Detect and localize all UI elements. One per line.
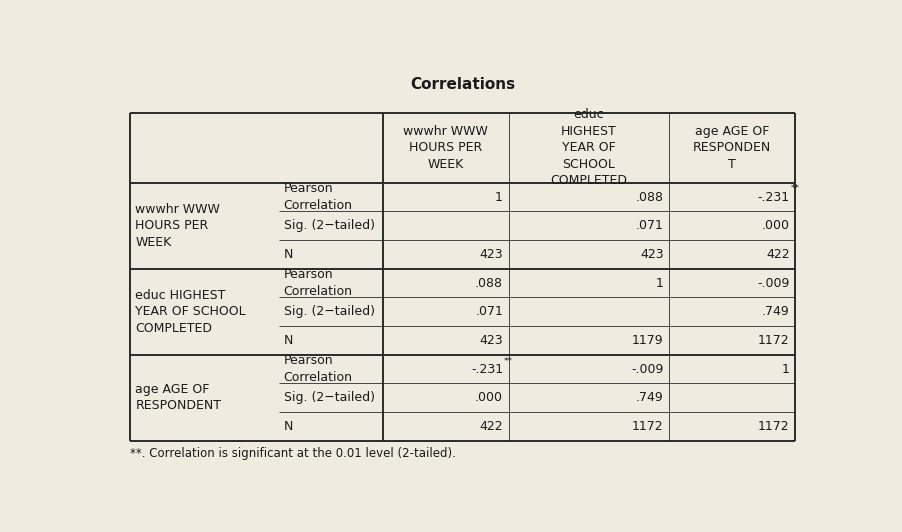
Text: .071: .071 xyxy=(635,219,663,232)
Text: Correlations: Correlations xyxy=(410,77,515,92)
Text: .000: .000 xyxy=(474,391,502,404)
Text: Pearson
Correlation: Pearson Correlation xyxy=(283,182,352,212)
Text: .000: .000 xyxy=(760,219,788,232)
Text: N: N xyxy=(283,420,292,433)
Text: .088: .088 xyxy=(474,277,502,289)
Text: .749: .749 xyxy=(761,305,788,318)
Text: wwwhr WWW
HOURS PER
WEEK: wwwhr WWW HOURS PER WEEK xyxy=(402,125,487,171)
Text: 423: 423 xyxy=(640,248,663,261)
Text: 423: 423 xyxy=(479,334,502,347)
Text: -.231: -.231 xyxy=(471,362,502,376)
Text: age AGE OF
RESPONDEN
T: age AGE OF RESPONDEN T xyxy=(692,125,770,171)
Text: educ HIGHEST
YEAR OF SCHOOL
COMPLETED: educ HIGHEST YEAR OF SCHOOL COMPLETED xyxy=(135,289,245,335)
Text: **: ** xyxy=(789,185,798,194)
Text: .749: .749 xyxy=(635,391,663,404)
Text: **: ** xyxy=(503,356,512,365)
Text: 1172: 1172 xyxy=(631,420,663,433)
Text: 1172: 1172 xyxy=(757,420,788,433)
Text: -.009: -.009 xyxy=(757,277,788,289)
Text: **. Correlation is significant at the 0.01 level (2-tailed).: **. Correlation is significant at the 0.… xyxy=(130,447,456,460)
Text: 1: 1 xyxy=(781,362,788,376)
Text: N: N xyxy=(283,248,292,261)
Text: 1172: 1172 xyxy=(757,334,788,347)
Text: 423: 423 xyxy=(479,248,502,261)
Text: 1: 1 xyxy=(494,190,502,204)
Text: Sig. (2−tailed): Sig. (2−tailed) xyxy=(283,305,374,318)
Text: wwwhr WWW
HOURS PER
WEEK: wwwhr WWW HOURS PER WEEK xyxy=(135,203,220,248)
Text: 422: 422 xyxy=(479,420,502,433)
Text: Sig. (2−tailed): Sig. (2−tailed) xyxy=(283,219,374,232)
Text: -.231: -.231 xyxy=(757,190,788,204)
Text: educ
HIGHEST
YEAR OF
SCHOOL
COMPLETED: educ HIGHEST YEAR OF SCHOOL COMPLETED xyxy=(549,109,627,187)
Text: 1: 1 xyxy=(655,277,663,289)
Text: .088: .088 xyxy=(635,190,663,204)
Text: 422: 422 xyxy=(765,248,788,261)
Text: .071: .071 xyxy=(474,305,502,318)
Text: Sig. (2−tailed): Sig. (2−tailed) xyxy=(283,391,374,404)
Text: Pearson
Correlation: Pearson Correlation xyxy=(283,354,352,384)
Text: age AGE OF
RESPONDENT: age AGE OF RESPONDENT xyxy=(135,383,221,412)
Text: Pearson
Correlation: Pearson Correlation xyxy=(283,268,352,298)
Text: N: N xyxy=(283,334,292,347)
Text: -.009: -.009 xyxy=(630,362,663,376)
Text: 1179: 1179 xyxy=(631,334,663,347)
